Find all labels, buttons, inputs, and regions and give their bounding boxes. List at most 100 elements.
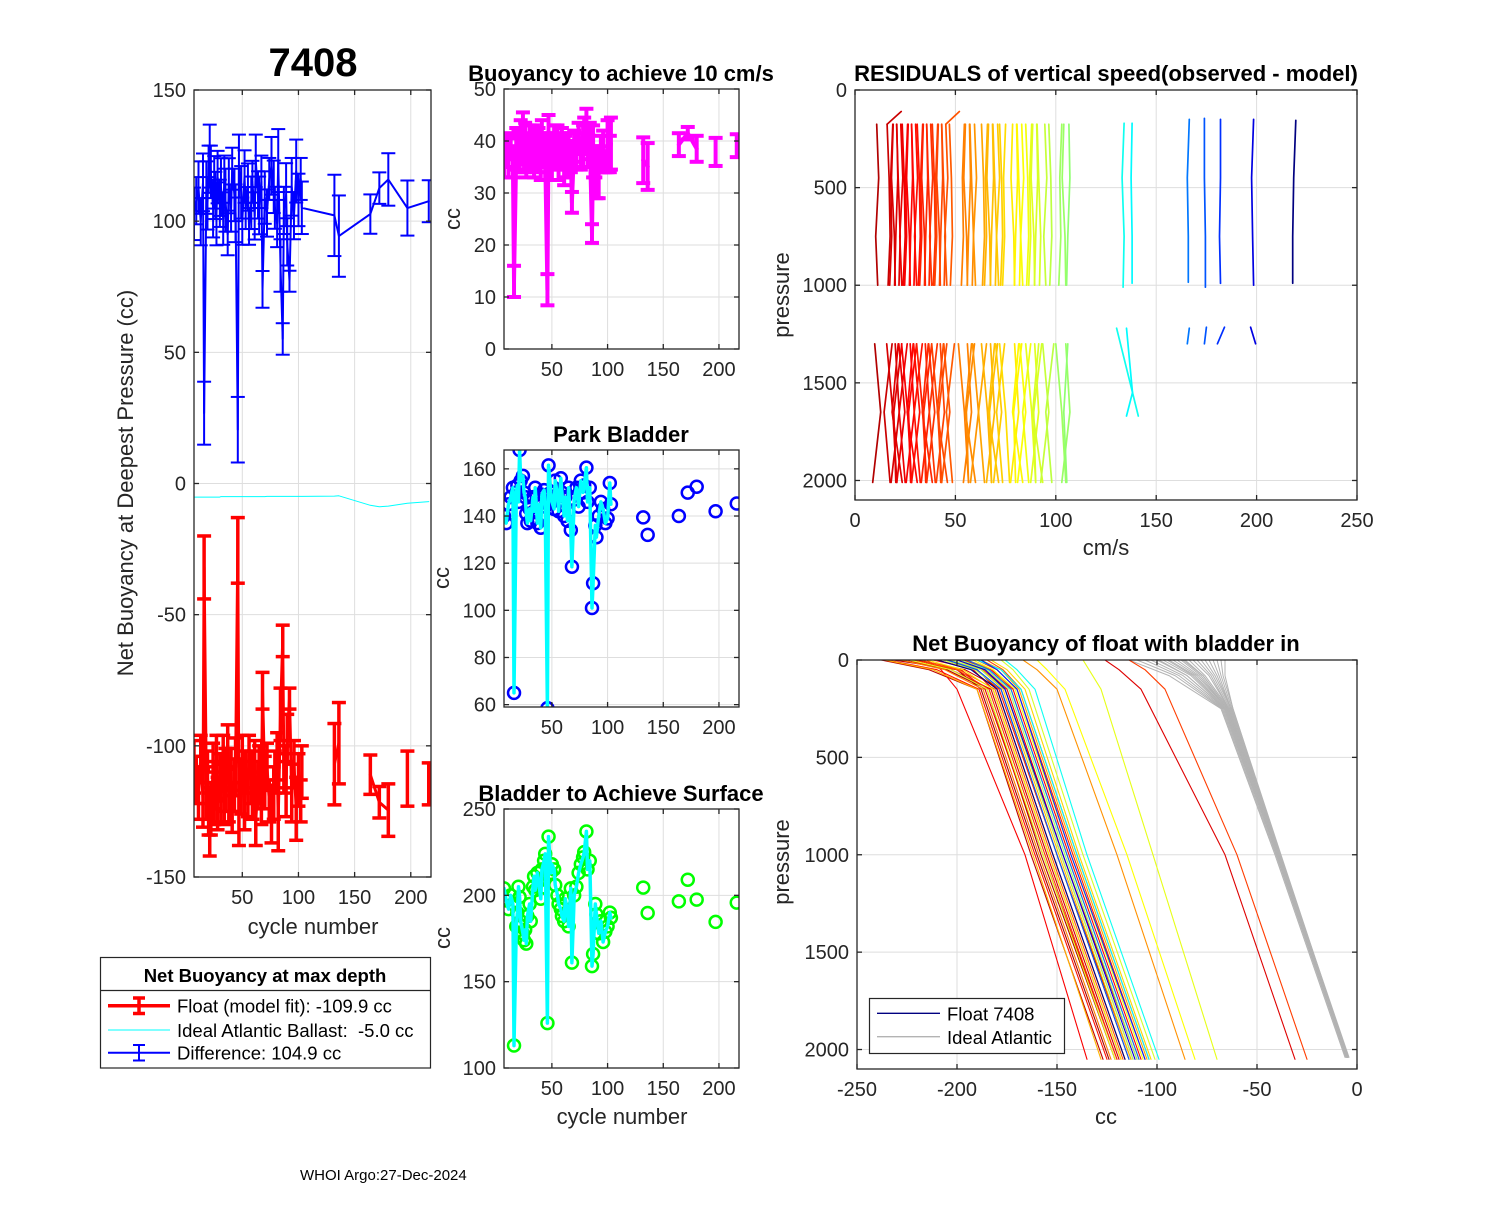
residual-profile-lower xyxy=(1012,342,1023,484)
residual-profile-lower xyxy=(913,342,924,484)
float-buoyancy-curve xyxy=(946,660,1130,1060)
data-point-marker xyxy=(671,894,687,909)
float-buoyancy-curve xyxy=(990,660,1152,1060)
y-tick-label: -50 xyxy=(157,605,186,627)
residual-profile-lower xyxy=(928,342,939,484)
data-point-marker xyxy=(640,527,655,543)
x-tick-label: 50 xyxy=(231,887,253,909)
y-tick-label: 50 xyxy=(474,79,496,101)
float-buoyancy-curve xyxy=(1082,660,1218,1060)
legend-label: Float 7408 xyxy=(947,1004,1034,1025)
residual-profile-lower xyxy=(992,342,1003,484)
axes-frame: -250 -200 -150 -100 -50 0 0 500 1000 1500 2000 xyxy=(805,650,1363,1101)
residual-profile-lower xyxy=(940,342,951,484)
buoyancy-10cms-error-bar xyxy=(603,115,618,172)
residual-profile-lower xyxy=(1062,342,1069,484)
y-tick-label: 250 xyxy=(463,799,496,821)
x-tick-label: -150 xyxy=(1037,1079,1077,1101)
y-tick-label: 20 xyxy=(474,235,496,257)
x-tick-label: 150 xyxy=(647,717,680,739)
residual-profile-lower xyxy=(964,342,977,484)
axes-box xyxy=(854,89,1358,501)
data-layer xyxy=(880,660,1350,1060)
ideal-atlantic-curve xyxy=(1128,660,1346,1058)
float-buoyancy-curve xyxy=(920,660,1124,1060)
residual-profile-lower xyxy=(922,342,933,484)
y-tick-label: 80 xyxy=(474,647,496,669)
float-buoyancy-curve xyxy=(956,660,1132,1060)
residual-profile-upper xyxy=(972,123,978,287)
residual-profile-upper xyxy=(901,123,907,287)
float-fit-error-bar xyxy=(400,749,415,808)
residual-profile-lower xyxy=(1011,342,1024,484)
residual-profile-upper xyxy=(886,123,891,287)
y-tick-label: 1500 xyxy=(803,373,848,395)
ideal-atlantic-curve xyxy=(1224,660,1349,1058)
float-fit-error-bar xyxy=(197,534,212,601)
axes-box xyxy=(503,88,740,350)
x-tick-label: 200 xyxy=(702,359,735,381)
float-buoyancy-curve xyxy=(1104,660,1296,1060)
legend-label: Float (model fit): -109.9 cc xyxy=(177,996,392,1017)
x-axis-label: cycle number xyxy=(248,914,379,939)
residual-profile-lower xyxy=(895,342,906,484)
ideal-ballast-line xyxy=(194,495,430,508)
residual-profile-upper xyxy=(895,123,902,287)
buoyancy-10cms-error-bar xyxy=(680,124,695,142)
float-fit-error-bar xyxy=(331,700,346,786)
y-tick-label: 2000 xyxy=(805,1040,850,1062)
data-point-marker xyxy=(680,872,696,888)
data-layer xyxy=(504,106,739,308)
buoyancy-10cms-error-bar xyxy=(689,133,704,164)
residual-profile-upper xyxy=(931,123,937,287)
float-buoyancy-curve xyxy=(1000,660,1156,1060)
y-tick-label: 2000 xyxy=(803,470,848,492)
legend-title: Net Buoyancy at max depth xyxy=(144,965,387,986)
y-tick-label: 200 xyxy=(463,885,496,907)
residual-profile-upper xyxy=(928,123,934,287)
residual-profile-lower xyxy=(907,342,918,484)
data-layer xyxy=(871,110,1297,484)
residual-profile-upper xyxy=(1001,123,1007,287)
legend-label: Ideal Atlantic Ballast: -5.0 cc xyxy=(177,1020,414,1041)
float-buoyancy-curve xyxy=(908,660,1116,1060)
y-axis-label: cc xyxy=(430,927,455,949)
legend-entry-float-fit: Float (model fit): -109.9 cc xyxy=(108,996,392,1017)
data-point-marker xyxy=(671,508,687,524)
buoyancy-10cms-error-bar xyxy=(540,272,555,308)
series-line xyxy=(504,829,613,1048)
y-tick-label: 1000 xyxy=(805,845,850,867)
residual-profile-lower xyxy=(1186,327,1191,345)
residual-profile-lower xyxy=(892,342,903,484)
x-tick-label: 200 xyxy=(1240,510,1273,532)
axes-frame: 50 100 150 200 100 150 200 250 xyxy=(463,799,740,1100)
chart-title-net-buoyancy: Net Buoyancy of float with bladder in xyxy=(912,631,1299,656)
residual-profile-upper xyxy=(969,123,975,287)
float-fit-error-bar xyxy=(363,753,378,797)
legend-swatch-errorbar-icon xyxy=(108,1044,170,1062)
residual-profile-lower xyxy=(910,342,921,484)
chart-bladder-to-achieve-surface: 50 100 150 200 100 150 200 250 xyxy=(463,799,740,1100)
residual-profile-lower xyxy=(1016,342,1027,484)
buoyancy-10cms-error-bar xyxy=(564,189,579,215)
residual-profile-lower xyxy=(998,342,1011,484)
x-tick-label: 150 xyxy=(1140,510,1173,532)
axes-frame: 0 50 100 150 200 250 0 500 1000 1500 2000 xyxy=(803,80,1374,532)
residual-profile-top xyxy=(944,110,961,126)
ideal-atlantic-curve xyxy=(1136,660,1347,1058)
difference-error-bar xyxy=(280,217,295,267)
y-tick-label: 0 xyxy=(485,339,496,361)
residual-profile-upper xyxy=(940,123,947,287)
chart-title-float-id: 7408 xyxy=(269,41,358,85)
x-tick-label: 200 xyxy=(702,1078,735,1100)
residual-profile-upper xyxy=(1036,123,1042,287)
residual-profile-upper xyxy=(1042,123,1048,287)
x-tick-label: 200 xyxy=(394,887,427,909)
residual-profile-upper xyxy=(916,123,922,287)
residual-profile-upper xyxy=(980,123,986,287)
x-tick-label: 0 xyxy=(849,510,860,532)
float-fit-error-bar xyxy=(230,515,245,585)
y-tick-label: 150 xyxy=(153,80,186,102)
residual-profile-lower xyxy=(988,342,999,484)
float-buoyancy-curve xyxy=(980,660,1146,1060)
